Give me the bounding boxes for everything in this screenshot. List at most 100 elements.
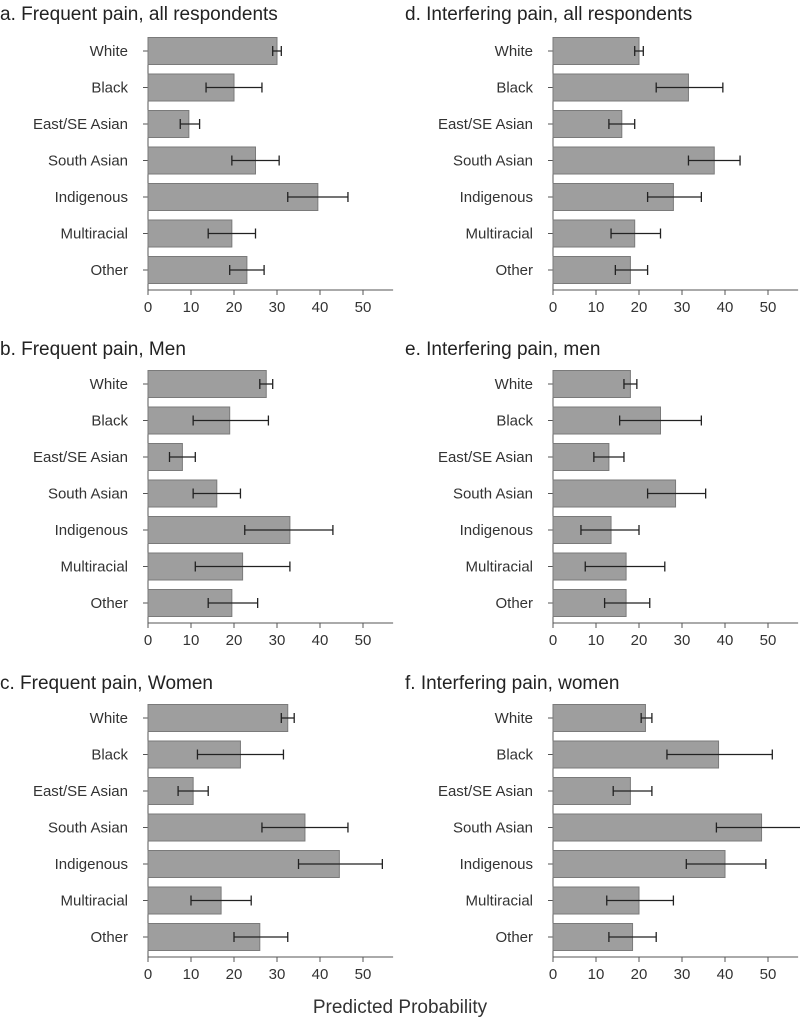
- category-label-white: White: [495, 376, 533, 393]
- x-tick-label: 30: [674, 632, 691, 649]
- x-tick-label: 50: [760, 632, 777, 649]
- x-tick-label: 40: [312, 299, 329, 316]
- x-tick-label: 50: [760, 299, 777, 316]
- category-label-white: White: [90, 43, 128, 60]
- x-tick-label: 40: [717, 299, 734, 316]
- category-label-multiracial: Multiracial: [465, 559, 533, 576]
- x-tick-label: 10: [183, 299, 200, 316]
- category-label-east-se-asian: East/SE Asian: [33, 783, 128, 800]
- x-tick-label: 0: [144, 299, 152, 316]
- panel-title: d. Interfering pain, all respondents: [405, 4, 692, 25]
- category-label-indigenous: Indigenous: [460, 189, 533, 206]
- category-label-indigenous: Indigenous: [460, 856, 533, 873]
- category-label-south-asian: South Asian: [48, 153, 128, 170]
- x-tick-label: 30: [269, 632, 286, 649]
- x-tick-label: 40: [717, 632, 734, 649]
- category-label-multiracial: Multiracial: [60, 226, 128, 243]
- panel-c: c. Frequent pain, Women White Black East/SE…: [0, 673, 394, 983]
- category-label-east-se-asian: East/SE Asian: [33, 116, 128, 133]
- panel-f: f. Interfering pain, women White Black East…: [405, 673, 800, 983]
- category-label-east-se-asian: East/SE Asian: [438, 449, 533, 466]
- category-label-black: Black: [496, 80, 533, 97]
- category-label-east-se-asian: East/SE Asian: [438, 116, 533, 133]
- panel-title: a. Frequent pain, all respondents: [0, 4, 278, 25]
- x-tick-label: 0: [549, 966, 557, 983]
- x-tick-label: 40: [312, 966, 329, 983]
- category-label-white: White: [90, 710, 128, 727]
- panel-d: d. Interfering pain, all respondents Whit…: [405, 4, 799, 316]
- x-tick-label: 10: [588, 299, 605, 316]
- bar-white: [552, 370, 631, 398]
- category-label-indigenous: Indigenous: [55, 189, 128, 206]
- category-label-south-asian: South Asian: [48, 486, 128, 503]
- x-tick-label: 0: [144, 632, 152, 649]
- category-label-indigenous: Indigenous: [55, 856, 128, 873]
- category-label-south-asian: South Asian: [453, 486, 533, 503]
- category-label-multiracial: Multiracial: [465, 226, 533, 243]
- category-label-other: Other: [90, 595, 128, 612]
- chart-panels: a. Frequent pain, all respondents White Bl…: [0, 4, 800, 983]
- panel-title: c. Frequent pain, Women: [0, 673, 213, 694]
- bar-white: [552, 37, 640, 65]
- bar-south-asian: [552, 146, 715, 175]
- x-tick-label: 50: [355, 632, 372, 649]
- category-label-other: Other: [495, 929, 533, 946]
- panel-e: e. Interfering pain, men White Black East/S…: [405, 339, 799, 649]
- x-tick-label: 20: [631, 632, 648, 649]
- x-tick-label: 20: [631, 966, 648, 983]
- x-tick-label: 50: [355, 299, 372, 316]
- x-tick-label: 20: [226, 299, 243, 316]
- x-tick-label: 30: [269, 299, 286, 316]
- category-label-other: Other: [90, 929, 128, 946]
- category-label-other: Other: [495, 595, 533, 612]
- category-label-multiracial: Multiracial: [465, 893, 533, 910]
- category-label-south-asian: South Asian: [48, 820, 128, 837]
- x-tick-label: 40: [312, 632, 329, 649]
- category-label-south-asian: South Asian: [453, 820, 533, 837]
- panel-title: b. Frequent pain, Men: [0, 339, 186, 360]
- category-label-black: Black: [91, 80, 128, 97]
- x-tick-label: 0: [549, 299, 557, 316]
- panel-title: e. Interfering pain, men: [405, 339, 600, 360]
- category-label-black: Black: [91, 747, 128, 764]
- x-tick-label: 30: [674, 299, 691, 316]
- x-tick-label: 50: [760, 966, 777, 983]
- x-tick-label: 20: [226, 966, 243, 983]
- category-label-east-se-asian: East/SE Asian: [438, 783, 533, 800]
- bar-white: [147, 704, 289, 732]
- x-tick-label: 30: [269, 966, 286, 983]
- x-axis-label: Predicted Probability: [313, 997, 488, 1018]
- category-label-multiracial: Multiracial: [60, 559, 128, 576]
- bar-white: [552, 704, 646, 732]
- category-label-white: White: [90, 376, 128, 393]
- category-label-white: White: [495, 710, 533, 727]
- x-tick-label: 10: [183, 966, 200, 983]
- x-tick-label: 30: [674, 966, 691, 983]
- category-label-multiracial: Multiracial: [60, 893, 128, 910]
- panel-b: b. Frequent pain, Men White Black East/SE A…: [0, 339, 394, 649]
- x-tick-label: 10: [588, 632, 605, 649]
- category-label-black: Black: [91, 413, 128, 430]
- category-label-black: Black: [496, 413, 533, 430]
- category-label-indigenous: Indigenous: [460, 522, 533, 539]
- category-label-east-se-asian: East/SE Asian: [33, 449, 128, 466]
- x-tick-label: 40: [717, 966, 734, 983]
- category-label-white: White: [495, 43, 533, 60]
- bar-white: [147, 37, 278, 65]
- x-tick-label: 20: [631, 299, 648, 316]
- category-label-south-asian: South Asian: [453, 153, 533, 170]
- panel-a: a. Frequent pain, all respondents White Bl…: [0, 4, 394, 316]
- panel-title: f. Interfering pain, women: [405, 673, 619, 694]
- bar-white: [147, 370, 267, 398]
- category-label-black: Black: [496, 747, 533, 764]
- x-tick-label: 10: [588, 966, 605, 983]
- x-tick-label: 0: [144, 966, 152, 983]
- x-tick-label: 20: [226, 632, 243, 649]
- x-tick-label: 50: [355, 966, 372, 983]
- category-label-other: Other: [495, 262, 533, 279]
- x-tick-label: 0: [549, 632, 557, 649]
- category-label-other: Other: [90, 262, 128, 279]
- x-tick-label: 10: [183, 632, 200, 649]
- category-label-indigenous: Indigenous: [55, 522, 128, 539]
